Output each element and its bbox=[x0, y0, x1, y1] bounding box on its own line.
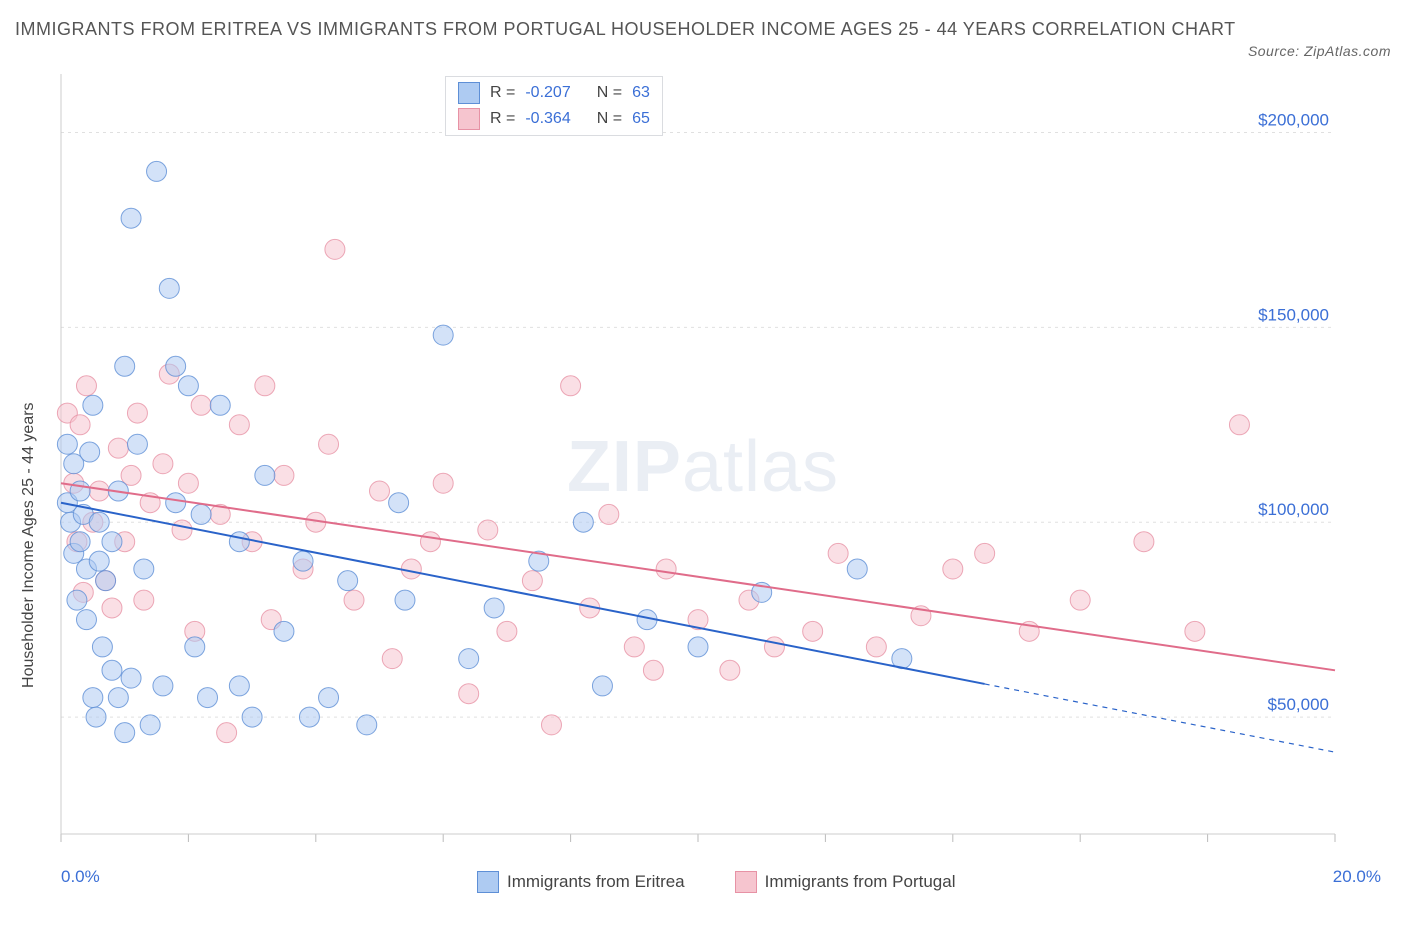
title-text: IMMIGRANTS FROM ERITREA VS IMMIGRANTS FR… bbox=[15, 15, 1236, 44]
x-max-label: 20.0% bbox=[1333, 867, 1381, 887]
chart-title: IMMIGRANTS FROM ERITREA VS IMMIGRANTS FR… bbox=[15, 15, 1391, 66]
x-axis-labels: 0.0% Immigrants from Eritrea Immigrants … bbox=[15, 867, 1391, 893]
swatch-series2-icon bbox=[458, 108, 480, 130]
swatch-series1-icon bbox=[458, 82, 480, 104]
legend-bottom: Immigrants from Eritrea Immigrants from … bbox=[477, 871, 955, 893]
source-label: Source: ZipAtlas.com bbox=[1248, 40, 1391, 66]
chart-container: R = -0.207 N = 63 R = -0.364 N = 65 ZIPa… bbox=[15, 74, 1391, 893]
legend-item-series2: Immigrants from Portugal bbox=[735, 871, 956, 893]
legend-item-series1: Immigrants from Eritrea bbox=[477, 871, 685, 893]
svg-text:$100,000: $100,000 bbox=[1258, 500, 1329, 519]
svg-text:$200,000: $200,000 bbox=[1258, 111, 1329, 130]
swatch-series2b-icon bbox=[735, 871, 757, 893]
svg-text:Householder Income Ages 25 - 4: Householder Income Ages 25 - 44 years bbox=[20, 403, 37, 689]
swatch-series1b-icon bbox=[477, 871, 499, 893]
legend-stats-row-1: R = -0.207 N = 63 bbox=[458, 80, 650, 106]
legend-stats-row-2: R = -0.364 N = 65 bbox=[458, 106, 650, 132]
x-min-label: 0.0% bbox=[61, 867, 100, 887]
legend-stats: R = -0.207 N = 63 R = -0.364 N = 65 bbox=[445, 76, 663, 136]
svg-text:$150,000: $150,000 bbox=[1258, 306, 1329, 325]
scatter-chart: $50,000 $100,000 $150,000 $200,000 Household… bbox=[15, 74, 1345, 864]
svg-text:$50,000: $50,000 bbox=[1268, 695, 1329, 714]
